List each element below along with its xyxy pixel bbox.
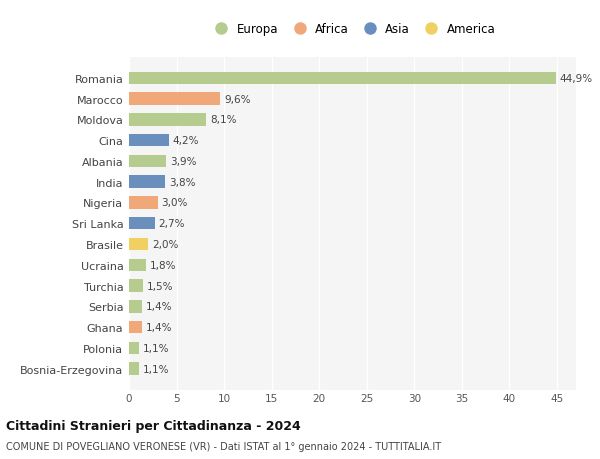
Bar [129, 218, 155, 230]
Bar [129, 363, 139, 375]
Bar [129, 156, 166, 168]
Bar [129, 321, 142, 334]
Bar [129, 259, 146, 271]
Text: 1,5%: 1,5% [147, 281, 173, 291]
Text: 3,9%: 3,9% [170, 157, 196, 167]
Text: 2,7%: 2,7% [158, 219, 185, 229]
Bar [129, 114, 206, 126]
Text: 3,0%: 3,0% [161, 198, 188, 208]
Bar [129, 73, 556, 85]
Text: 1,4%: 1,4% [146, 302, 173, 312]
Text: 1,4%: 1,4% [146, 322, 173, 332]
Bar [129, 93, 220, 106]
Text: 8,1%: 8,1% [210, 115, 236, 125]
Text: 1,1%: 1,1% [143, 343, 170, 353]
Bar [129, 301, 142, 313]
Bar [129, 280, 143, 292]
Bar [129, 238, 148, 251]
Bar [129, 176, 165, 189]
Bar [129, 134, 169, 147]
Legend: Europa, Africa, Asia, America: Europa, Africa, Asia, America [209, 23, 496, 36]
Text: COMUNE DI POVEGLIANO VERONESE (VR) - Dati ISTAT al 1° gennaio 2024 - TUTTITALIA.: COMUNE DI POVEGLIANO VERONESE (VR) - Dat… [6, 441, 441, 451]
Text: 1,8%: 1,8% [150, 260, 176, 270]
Text: Cittadini Stranieri per Cittadinanza - 2024: Cittadini Stranieri per Cittadinanza - 2… [6, 419, 301, 432]
Text: 3,8%: 3,8% [169, 177, 196, 187]
Text: 2,0%: 2,0% [152, 240, 178, 250]
Bar [129, 342, 139, 354]
Text: 9,6%: 9,6% [224, 95, 251, 105]
Text: 1,1%: 1,1% [143, 364, 170, 374]
Text: 44,9%: 44,9% [560, 74, 593, 84]
Bar [129, 197, 158, 209]
Text: 4,2%: 4,2% [173, 136, 199, 146]
